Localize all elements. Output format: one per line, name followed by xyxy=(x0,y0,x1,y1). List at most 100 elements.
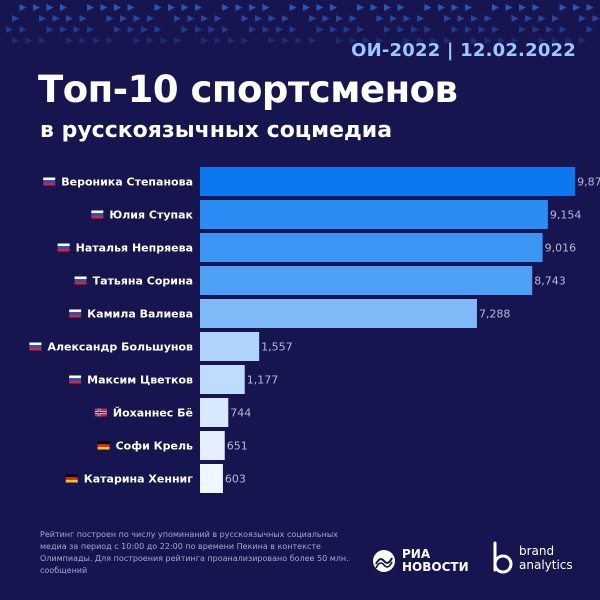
pattern-triangle xyxy=(538,37,546,44)
pattern-triangle xyxy=(484,37,492,44)
pattern-triangle xyxy=(282,15,289,22)
pattern-triangle xyxy=(384,26,391,33)
pattern-triangle xyxy=(282,37,289,44)
bar-category-label: Вероника Степанова xyxy=(61,176,193,189)
pattern-triangle xyxy=(336,37,343,44)
pattern-triangle xyxy=(451,4,459,11)
methodology-note: Рейтинг построен по числу упоминаний в р… xyxy=(40,530,349,575)
chart-row: Софи Крель 651 xyxy=(97,431,248,460)
pattern-triangle xyxy=(532,26,540,33)
chart-row: Камила Валиева 7,288 xyxy=(69,299,510,328)
bar-value-label: 651 xyxy=(227,440,248,453)
pattern-triangle xyxy=(276,26,283,33)
chart-bar xyxy=(200,365,245,394)
pattern-triangle xyxy=(322,15,330,22)
pattern-triangle xyxy=(160,37,168,44)
chart-bar xyxy=(200,266,533,295)
bar-category-label: Софи Крель xyxy=(116,440,193,453)
pattern-triangle xyxy=(309,15,316,22)
pattern-triangle xyxy=(376,37,384,44)
pattern-triangle xyxy=(592,15,600,22)
pattern-triangle xyxy=(525,15,532,22)
pattern-triangle xyxy=(222,26,229,33)
flag-ru-icon xyxy=(29,342,42,351)
bar-value-label: 9,016 xyxy=(545,242,577,255)
bar-value-label: 8,743 xyxy=(534,275,566,288)
pattern-triangle xyxy=(214,37,222,44)
pattern-triangle xyxy=(343,26,351,33)
pattern-triangle xyxy=(573,4,580,11)
pattern-triangle xyxy=(492,4,499,11)
flag-ru-icon xyxy=(57,243,70,252)
pattern-triangle xyxy=(114,26,121,33)
pattern-triangle xyxy=(141,26,148,33)
decorative-pattern xyxy=(6,4,600,44)
pattern-triangle xyxy=(552,15,559,22)
pattern-triangle xyxy=(303,4,310,11)
pattern-triangle xyxy=(195,26,202,33)
pattern-triangle xyxy=(174,15,181,22)
pattern-triangle xyxy=(187,15,195,22)
pattern-triangle xyxy=(444,15,451,22)
page-subtitle: в русскоязычных соцмедиа xyxy=(40,118,393,143)
bar-category-label: Александр Большунов xyxy=(47,341,193,354)
pattern-triangle xyxy=(370,4,378,11)
pattern-triangle xyxy=(33,4,40,11)
pattern-triangle xyxy=(181,26,189,33)
pattern-triangle xyxy=(465,26,472,33)
pattern-triangle xyxy=(147,37,154,44)
flag-no-icon xyxy=(94,408,107,417)
bar-value-label: 9,871 xyxy=(577,176,600,189)
pattern-triangle xyxy=(546,26,553,33)
pattern-triangle xyxy=(241,15,249,22)
pattern-triangle xyxy=(586,4,594,11)
pattern-triangle xyxy=(235,4,243,11)
bar-category-label: Наталья Непряева xyxy=(76,242,193,255)
pattern-triangle xyxy=(114,4,121,11)
pattern-triangle xyxy=(127,26,135,33)
pattern-triangle xyxy=(417,37,424,44)
flag-de-icon xyxy=(65,474,78,483)
pattern-triangle xyxy=(357,26,364,33)
pattern-triangle xyxy=(519,26,526,33)
pattern-triangle xyxy=(397,26,405,33)
brand-analytics-line2: analytics xyxy=(519,558,573,572)
chart-bar xyxy=(200,464,223,493)
pattern-triangle xyxy=(174,37,181,44)
bar-value-label: 1,557 xyxy=(261,341,293,354)
pattern-triangle xyxy=(46,4,54,11)
pattern-triangle xyxy=(316,4,324,11)
bar-category-label: Татьяна Сорина xyxy=(93,275,193,288)
pattern-triangle xyxy=(411,26,418,33)
bar-value-label: 1,177 xyxy=(247,374,279,387)
pattern-triangle xyxy=(424,4,432,11)
pattern-triangle xyxy=(471,37,478,44)
pattern-triangle xyxy=(268,37,276,44)
pattern-triangle xyxy=(228,37,235,44)
pattern-triangle xyxy=(262,4,270,11)
pattern-triangle xyxy=(559,4,567,11)
bar-value-label: 7,288 xyxy=(479,308,511,321)
pattern-triangle xyxy=(289,4,297,11)
pattern-triangle xyxy=(397,4,405,11)
pattern-triangle xyxy=(438,4,445,11)
pattern-triangle xyxy=(87,26,94,33)
pattern-triangle xyxy=(201,37,208,44)
pattern-triangle xyxy=(451,26,459,33)
pattern-triangle xyxy=(133,37,141,44)
chart-bar xyxy=(200,200,548,229)
pattern-triangle xyxy=(444,37,451,44)
pattern-triangle xyxy=(12,15,19,22)
bar-chart: Вероника Степанова 9,871 Юлия Ступак 9,154 Н… xyxy=(29,167,600,493)
pattern-triangle xyxy=(384,4,391,11)
date-stamp: ОИ-2022 | 12.02.2022 xyxy=(351,40,576,61)
pattern-triangle xyxy=(465,4,472,11)
pattern-triangle xyxy=(25,37,33,44)
pattern-triangle xyxy=(39,37,46,44)
pattern-triangle xyxy=(6,26,13,33)
pattern-triangle xyxy=(181,4,189,11)
flag-ru-icon xyxy=(43,177,56,186)
brand-analytics-logo: brand analytics xyxy=(489,540,573,576)
chart-bar xyxy=(200,431,225,460)
pattern-triangle xyxy=(498,37,505,44)
